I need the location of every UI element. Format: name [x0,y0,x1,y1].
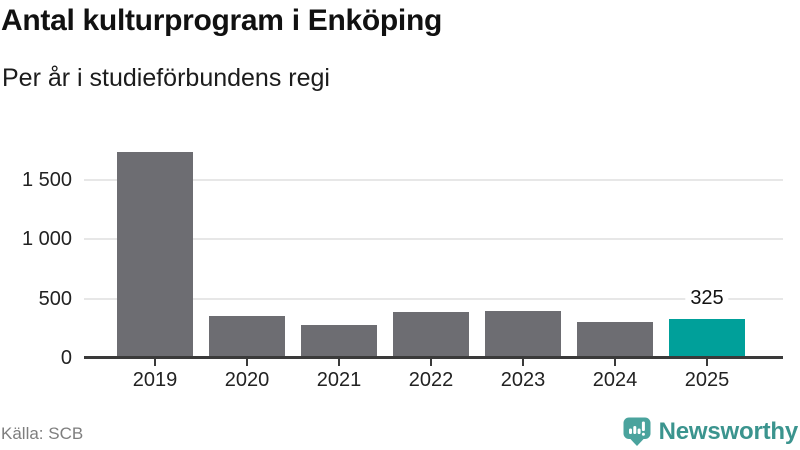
x-axis-tick [706,358,708,366]
chart-subtitle: Per år i studieförbundens regi [2,64,330,92]
bar-2024 [577,321,653,358]
bar-2023 [485,311,561,358]
x-axis-tick [430,358,432,366]
x-axis-tick [338,358,340,366]
x-axis-tick-label: 2023 [500,369,546,391]
gridline-500 [84,297,783,300]
x-axis-baseline [84,356,783,359]
chart-title: Antal kulturprogram i Enköping [1,4,443,37]
x-axis-tick-label: 2022 [408,369,454,391]
source-note: Källa: SCB [1,424,84,443]
x-axis-tick-label: 2020 [224,369,270,391]
x-axis-tick [154,358,156,366]
x-axis-tick-label: 2021 [316,369,362,391]
gridline-1000 [84,238,783,241]
y-axis-tick-label: 1 500 [21,169,72,191]
y-axis-tick-label: 1 000 [21,228,72,251]
x-axis-tick-label: 2025 [684,369,730,391]
x-axis-tick-label: 2019 [132,369,178,391]
bar-2025 [669,319,745,358]
x-axis-tick [614,358,616,366]
highlight-value-label: 325 [685,288,729,310]
x-axis-tick [522,358,524,366]
bar-2019 [117,151,193,358]
y-axis-tick-label: 500 [38,287,72,310]
x-axis-tick-label: 2024 [592,369,638,391]
y-axis-tick-label: 0 [60,347,72,369]
newsworthy-badge-icon [623,417,651,446]
newsworthy-brand-name: Newsworthy [658,417,799,445]
x-axis-tick [246,358,248,366]
bar-2021 [301,325,377,358]
gridline-1500 [84,179,783,181]
newsworthy-logo-link[interactable]: Newsworthy [622,415,798,447]
bar-2020 [209,316,285,358]
bar-2022 [393,312,469,358]
